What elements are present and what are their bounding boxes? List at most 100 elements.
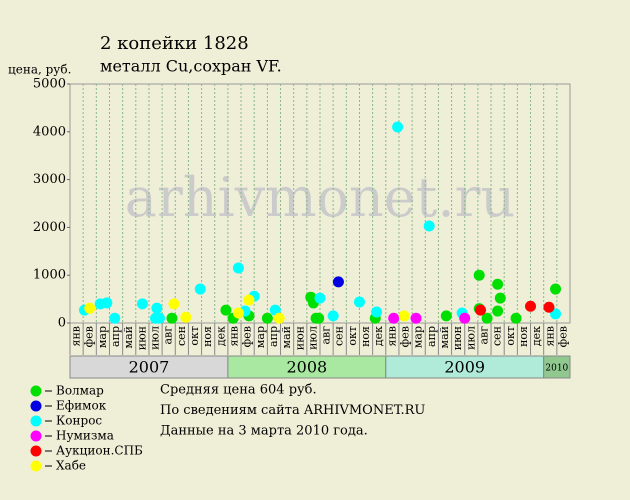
x-tick-label: июл (306, 326, 319, 350)
data-point (371, 306, 383, 318)
legend-label: Аукцион.СПБ (56, 444, 143, 458)
data-point (180, 311, 192, 323)
chart-title: 2 копейки 1828 (100, 33, 249, 54)
year-band (543, 355, 571, 379)
data-point (166, 312, 178, 324)
x-tick-label: сен (333, 326, 346, 346)
data-point (232, 262, 244, 274)
x-tick-label: апр (425, 326, 438, 347)
x-tick-label: апр (267, 326, 280, 347)
x-tick-label: окт (188, 326, 201, 346)
data-point (84, 302, 96, 314)
x-tick-label: ноя (201, 326, 214, 347)
x-tick-label: мар (254, 326, 267, 348)
legend-label: Хабе (56, 459, 86, 473)
x-tick-label: фев (399, 326, 412, 347)
year-label: 2009 (444, 358, 485, 377)
data-point (327, 310, 339, 322)
y-tick-label: 5000 (33, 77, 66, 92)
y-tick-label: 0 (58, 316, 66, 331)
data-point (314, 292, 326, 304)
x-tick-label: окт (504, 326, 517, 346)
plot-area (69, 83, 571, 324)
x-tick-label: авг (162, 326, 175, 345)
x-tick-label: июл (464, 326, 477, 350)
data-point (136, 298, 148, 310)
data-point (392, 121, 404, 133)
data-point (101, 297, 113, 309)
data-point (109, 312, 121, 324)
data-point (543, 301, 555, 313)
data-point (459, 312, 471, 324)
year-label: 2008 (286, 358, 327, 377)
x-tick-label: сен (175, 326, 188, 346)
data-point (494, 292, 506, 304)
x-tick-label: апр (109, 326, 122, 347)
data-point (220, 304, 232, 316)
x-tick-label: июн (135, 326, 148, 350)
x-tick-label: дек (530, 326, 543, 346)
year-label: 2007 (129, 358, 170, 377)
year-label: 2010 (545, 364, 568, 374)
data-point (398, 310, 410, 322)
x-tick-label: ноя (517, 326, 530, 347)
data-point (388, 312, 400, 324)
x-tick-label: мар (96, 326, 109, 348)
note: Средняя цена 604 руб. (160, 383, 317, 398)
legend-label: Нумизма (56, 429, 114, 443)
x-tick-label: янв (385, 326, 398, 346)
data-point (492, 305, 504, 317)
y-tick-label: 1000 (33, 268, 66, 283)
data-point (525, 300, 537, 312)
x-tick-label: дек (372, 326, 385, 346)
y-tick-label: 2000 (33, 220, 66, 235)
data-point (492, 278, 504, 290)
data-point (410, 312, 422, 324)
legend-label: Волмар (56, 384, 104, 398)
legend-marker (30, 400, 42, 412)
data-point (168, 298, 180, 310)
data-point (269, 304, 281, 316)
data-point (194, 283, 206, 295)
data-point (313, 312, 325, 324)
y-tick-label: 3000 (33, 172, 66, 187)
legend-marker (30, 415, 42, 427)
data-point (332, 276, 344, 288)
data-point (473, 269, 485, 281)
y-axis-label: цена, руб. (8, 63, 71, 77)
x-tick-label: ноя (359, 326, 372, 347)
note: По сведениям сайта ARHIVMONET.RU (160, 403, 425, 418)
x-tick-label: авг (320, 326, 333, 345)
legend-marker (30, 430, 42, 442)
data-point (353, 296, 365, 308)
legend-label: Ефимок (56, 399, 107, 413)
x-tick-label: янв (70, 326, 83, 346)
data-point (151, 302, 163, 314)
legend-label: Конрос (56, 414, 102, 428)
note: Данные на 3 марта 2010 года. (160, 424, 368, 439)
data-point (243, 294, 255, 306)
x-tick-label: июн (293, 326, 306, 350)
x-tick-label: фев (241, 326, 254, 347)
legend-marker (30, 445, 42, 457)
x-tick-label: июл (149, 326, 162, 350)
x-tick-label: авг (477, 326, 490, 345)
x-tick-label: май (122, 326, 135, 348)
y-tick-label: 4000 (33, 124, 66, 139)
x-tick-label: фев (556, 326, 569, 347)
x-tick-label: дек (214, 326, 227, 346)
data-point (423, 220, 435, 232)
legend-marker (30, 385, 42, 397)
data-point (440, 310, 452, 322)
x-tick-label: май (438, 326, 451, 348)
data-point (232, 307, 244, 319)
x-tick-label: окт (346, 326, 359, 346)
x-tick-label: мар (412, 326, 425, 348)
data-point (153, 312, 165, 324)
x-tick-label: май (280, 326, 293, 348)
data-point (550, 283, 562, 295)
data-point (261, 312, 273, 324)
x-tick-label: янв (227, 326, 240, 346)
x-tick-label: июн (451, 326, 464, 350)
